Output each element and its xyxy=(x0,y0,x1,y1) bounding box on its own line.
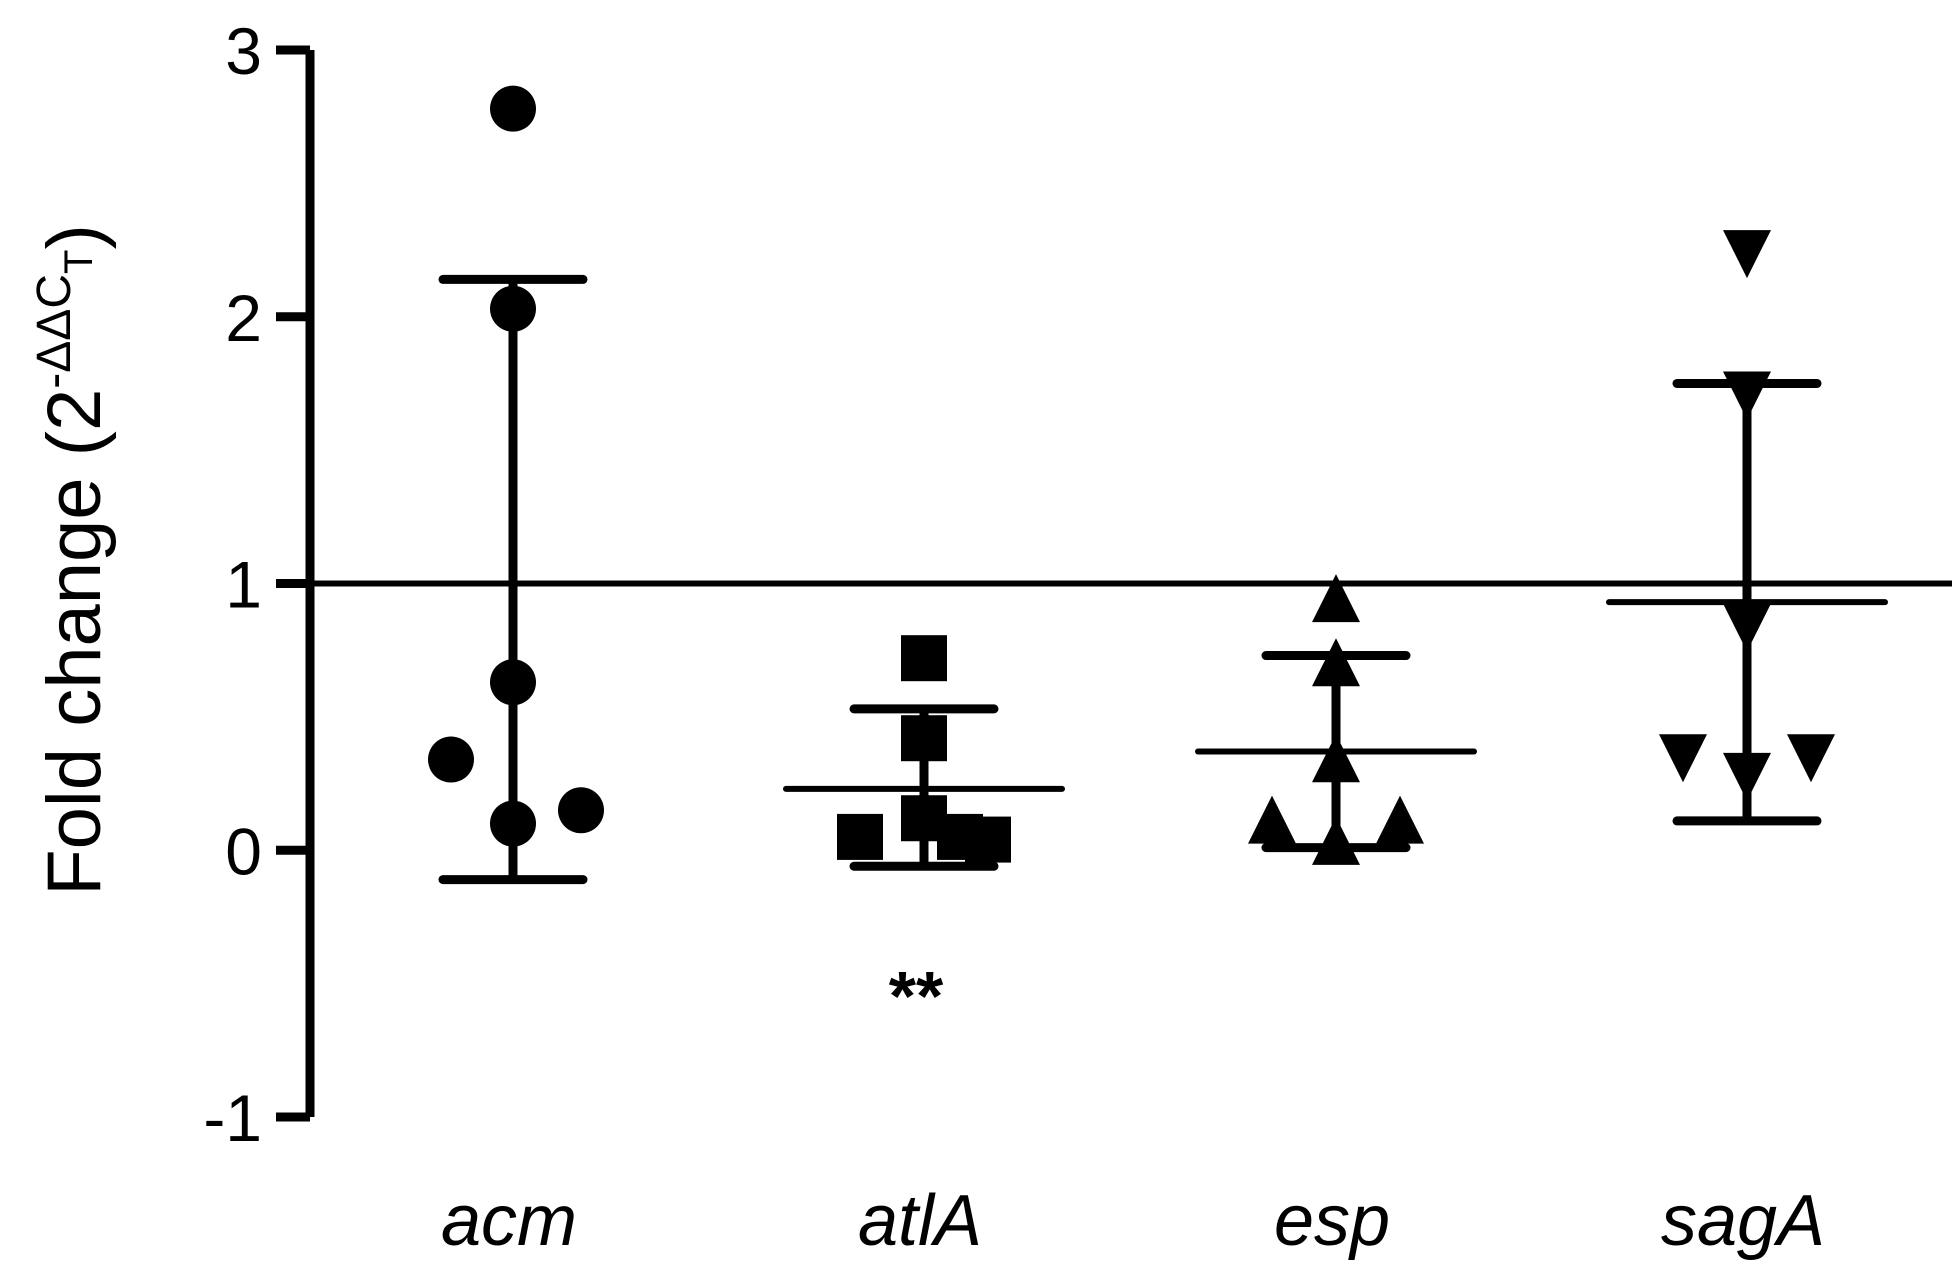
point-atla-1 xyxy=(901,715,947,762)
point-acm-1 xyxy=(490,285,536,332)
point-esp-1 xyxy=(1312,638,1360,687)
x-category-label-esp: esp xyxy=(1274,1181,1390,1261)
point-acm-4 xyxy=(490,800,536,847)
point-saga-4 xyxy=(1787,734,1835,783)
point-esp-4 xyxy=(1376,795,1424,844)
y-tick-label-0: -1 xyxy=(203,1081,262,1155)
y-axis-title-close: ) xyxy=(32,224,117,249)
point-acm-5 xyxy=(558,787,604,834)
point-atla-3 xyxy=(837,813,883,860)
y-axis-title-sup: -ΔΔC xyxy=(28,274,81,389)
point-saga-5 xyxy=(1723,752,1771,801)
point-esp-5 xyxy=(1312,816,1360,865)
y-tick-label-4: 3 xyxy=(225,14,262,88)
y-axis-title-main: Fold change (2 xyxy=(32,389,117,896)
point-esp-2 xyxy=(1312,734,1360,783)
point-acm-3 xyxy=(428,736,474,783)
x-category-label-saga: sagA xyxy=(1661,1181,1825,1261)
point-esp-3 xyxy=(1248,795,1296,844)
point-saga-0 xyxy=(1723,230,1771,279)
data-points xyxy=(428,85,1835,865)
point-atla-5 xyxy=(937,813,983,860)
y-tick-label-3: 2 xyxy=(225,281,262,355)
y-axis-title: Fold change (2-ΔΔCT) xyxy=(28,224,117,896)
point-saga-2 xyxy=(1723,603,1771,652)
point-acm-2 xyxy=(490,659,536,706)
point-esp-0 xyxy=(1312,574,1360,623)
y-tick-label-1: 0 xyxy=(225,814,262,888)
point-acm-0 xyxy=(490,85,536,132)
significance-annotation-0: ** xyxy=(889,957,944,1035)
y-tick-label-2: 1 xyxy=(225,548,262,622)
y-axis-title-sub: T xyxy=(57,250,101,274)
x-category-label-acm: acm xyxy=(441,1181,577,1261)
point-saga-1 xyxy=(1723,371,1771,420)
error-bars xyxy=(372,274,1888,885)
labels: -1 0 1 2 3 acm atlA esp sagA ** xyxy=(203,14,1825,1261)
y-axis xyxy=(276,45,315,1122)
point-saga-3 xyxy=(1659,734,1707,783)
x-category-label-atla: atlA xyxy=(858,1181,982,1261)
point-atla-0 xyxy=(901,635,947,682)
